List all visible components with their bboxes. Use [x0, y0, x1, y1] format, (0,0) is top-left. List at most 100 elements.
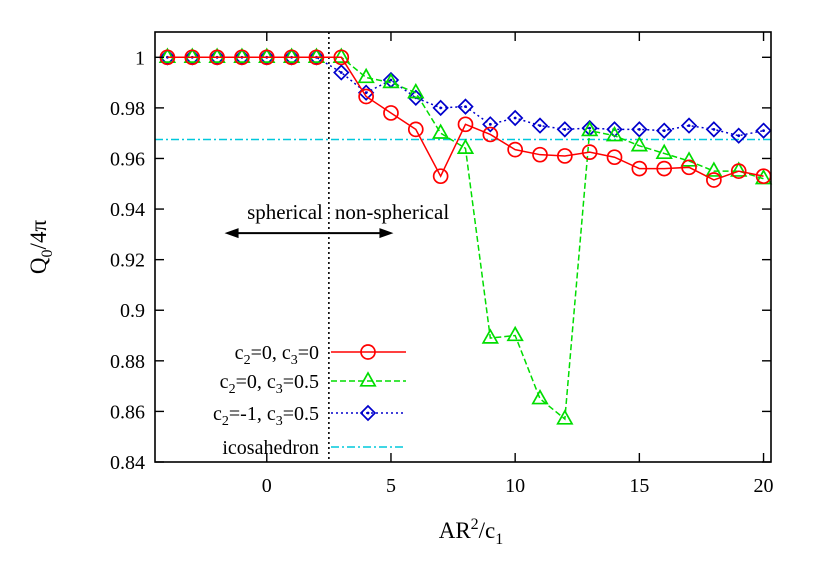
series-3-point-dot	[762, 129, 765, 133]
y-tick-label: 0.96	[110, 148, 145, 170]
y-tick-label: 0.86	[110, 401, 145, 423]
legend-entry-1: c2=0, c3=0	[235, 342, 406, 368]
series-3-point-dot	[513, 116, 517, 120]
series-1-point	[631, 160, 648, 177]
legend-label-sub: 3	[291, 353, 298, 368]
series-2-point	[730, 161, 748, 177]
series-3-point-dot	[538, 124, 542, 127]
series-1-point	[457, 116, 474, 133]
series-3-point	[556, 121, 574, 138]
legend-entry-3: c2=-1, c3=0.5	[213, 403, 406, 429]
series-2-point	[556, 409, 574, 425]
legend-label-sub: 2	[244, 353, 251, 368]
legend-sample-marker-2	[359, 371, 377, 387]
legend-label-3: c2=-1, c3=0.5	[213, 403, 319, 429]
series-1-point	[507, 141, 524, 158]
legend-label-part: =0.5	[283, 371, 319, 393]
legend-label-2: c2=0, c3=0.5	[220, 371, 319, 397]
series-3-point	[705, 121, 723, 138]
series-2-point	[531, 389, 549, 405]
series-1-point	[358, 88, 374, 105]
series-layer	[158, 47, 773, 425]
series-2-point	[282, 47, 301, 63]
series-3-point	[457, 98, 474, 115]
legend-sample-marker-1	[360, 344, 376, 360]
legend-layer: c2=0, c3=0c2=0, c3=0.5c2=-1, c3=0.5icosa…	[213, 342, 406, 459]
annotation-layer: spherical non-spherical	[224, 200, 449, 239]
series-1	[159, 49, 772, 188]
series-3-point	[655, 122, 673, 139]
x-axis-label-sup: 2	[471, 516, 479, 533]
series-1-point	[581, 144, 598, 160]
ticks-layer: 0 5 10 15 20 0.84 0.86 0.88 0.9 0.92 0.94 0.96 0.98 1	[110, 32, 774, 497]
series-1-point	[209, 49, 225, 66]
legend-label-part: =-1, c	[229, 403, 276, 425]
spherical-label: spherical	[247, 200, 323, 224]
series-1-point	[730, 163, 747, 179]
legend-label-sub: 2	[229, 382, 236, 397]
series-3-point-dot	[563, 127, 567, 131]
x-axis-label-part: /c	[479, 518, 496, 543]
region-arrow-left-head	[224, 228, 239, 239]
y-axis-label: Q0/4π	[26, 220, 56, 275]
series-3-point	[482, 116, 499, 133]
series-3-point-dot	[637, 127, 641, 131]
series-1-point	[283, 49, 300, 66]
series-1-point	[532, 146, 548, 163]
legend-label-part: =0, c	[236, 371, 276, 393]
y-tick-label: 0.94	[110, 199, 145, 221]
legend-label-part: =0, c	[251, 342, 291, 364]
series-1-point	[556, 148, 573, 164]
series-3-point-dot	[737, 134, 741, 138]
series-3-point	[531, 117, 549, 134]
y-tick-label: 0.84	[110, 452, 145, 474]
series-1-point	[706, 172, 722, 188]
series-3-point-dot	[687, 124, 691, 127]
series-1-point	[606, 149, 623, 166]
legend-label-sub: 3	[276, 414, 283, 429]
series-2-point	[481, 328, 499, 344]
series-3-point-dot	[389, 78, 393, 82]
series-3-point	[680, 117, 698, 134]
legend-entry-icosahedron: icosahedron	[222, 437, 406, 459]
series-2-point	[258, 47, 276, 63]
legend-label-part: =0.5	[283, 403, 319, 425]
x-axis-label: AR2/c1	[439, 516, 504, 548]
axis-labels-layer: AR2/c1 Q0/4π	[26, 220, 503, 548]
series-1-point	[258, 49, 275, 66]
series-3-point-dot	[439, 106, 443, 110]
series-2-point	[581, 120, 599, 137]
series-2-point	[407, 82, 425, 99]
x-tick-label: 20	[754, 475, 774, 497]
series-2-point	[382, 72, 400, 89]
legend-label-part: c	[213, 403, 222, 425]
series-1-point	[184, 49, 201, 66]
plot-frame	[154, 31, 772, 463]
series-3-point-dot	[712, 127, 716, 131]
legend-label-part: =0	[298, 342, 319, 364]
legend-label-icosahedron: icosahedron	[222, 437, 319, 459]
series-3-point-dot	[464, 105, 467, 109]
series-2-point	[680, 151, 698, 167]
x-tick-label: 0	[262, 475, 272, 497]
legend-label-sub: 3	[276, 382, 283, 397]
y-tick-label: 0.98	[110, 98, 145, 120]
series-2-point	[332, 47, 350, 63]
series-2-point	[208, 47, 226, 63]
legend-label-sub: 2	[222, 414, 229, 429]
series-2-point	[630, 136, 649, 152]
x-tick-label: 15	[629, 475, 649, 497]
y-axis-label-part: Q	[26, 257, 51, 274]
region-arrow-right-head	[379, 228, 394, 239]
series-2-line	[167, 56, 764, 421]
series-3-point	[730, 127, 747, 144]
series-2-point	[705, 161, 723, 177]
series-1-line	[167, 56, 764, 181]
series-3-point	[407, 89, 425, 106]
series-2-point	[655, 143, 673, 160]
legend-label-1: c2=0, c3=0	[235, 342, 319, 368]
series-2-point	[431, 123, 450, 139]
non-spherical-label: non-spherical	[335, 200, 449, 224]
series-3-point	[333, 64, 350, 81]
